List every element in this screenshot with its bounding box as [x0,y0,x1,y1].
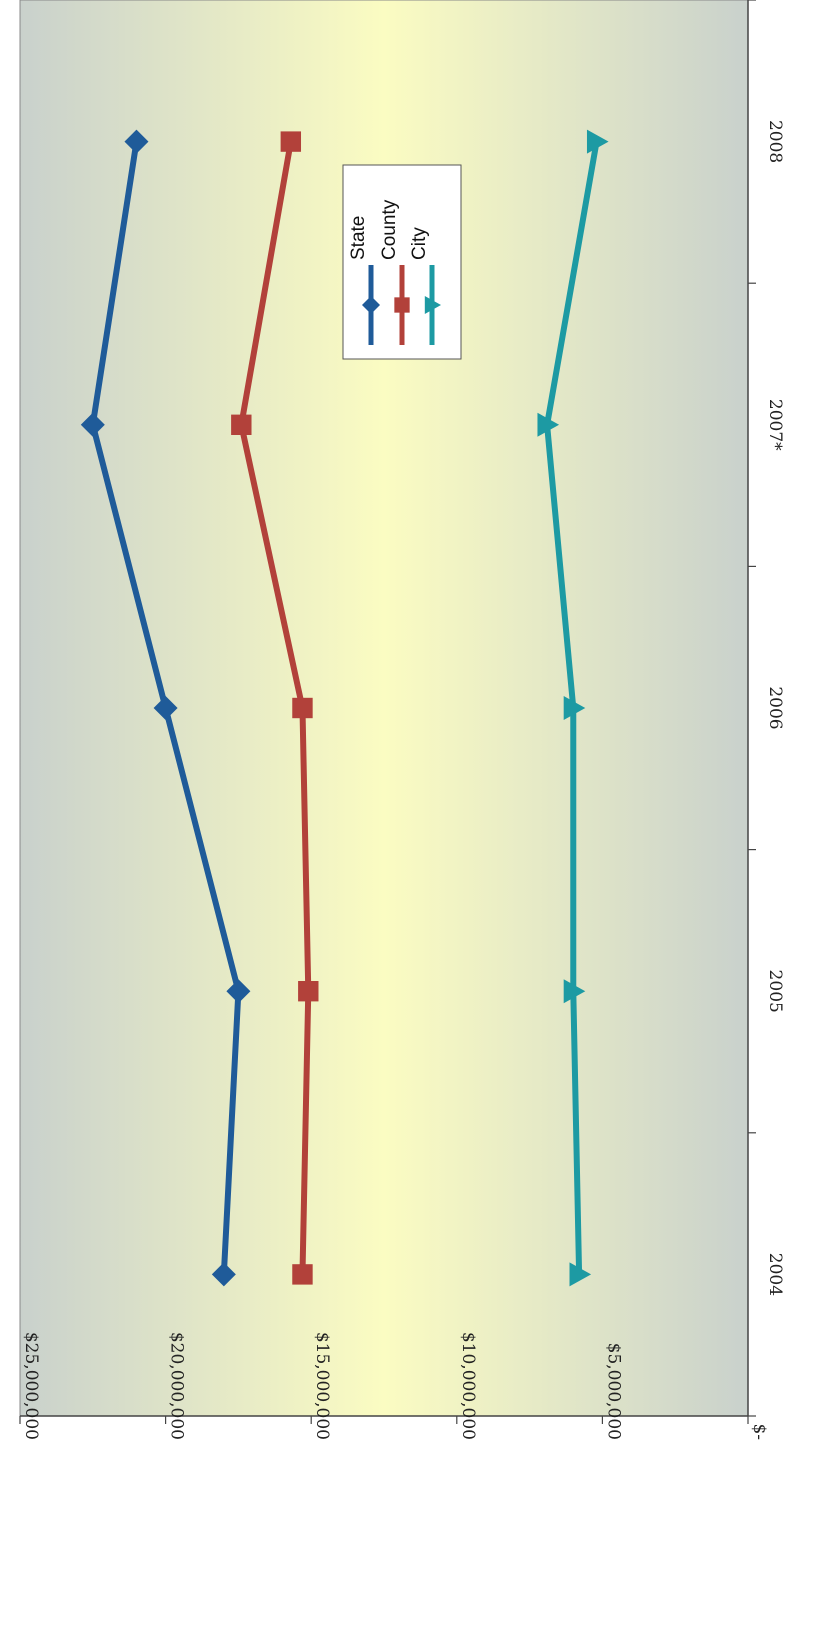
legend-item-county: County [379,199,410,345]
legend: State County City [342,164,462,360]
legend-swatch-marker [424,296,441,314]
point-state-2004 [211,1262,236,1287]
value-tick-label: $10,000,000 [458,1332,478,1440]
point-state-2008 [124,129,149,154]
series-layer [80,129,609,1287]
point-city-2004 [569,1262,592,1287]
value-tick-label: $15,000,000 [312,1332,332,1440]
point-state-2007* [80,412,105,437]
point-county-2005 [298,981,319,1002]
axes [19,0,756,1424]
point-county-2008 [280,131,302,152]
point-state-2006 [153,696,178,720]
point-county-2006 [292,697,313,719]
legend-label: State [348,216,369,260]
value-tick-label: $20,000,000 [167,1332,187,1440]
series-state [80,129,251,1287]
legend-swatch-marker [362,296,380,314]
series-county [231,131,319,1285]
legend-item-state: State [348,216,380,345]
point-city-2008 [586,129,609,154]
legend-swatch-marker [394,297,410,313]
point-city-2005 [563,979,586,1004]
series-city [537,129,609,1287]
category-tick-label: 2008 [765,120,785,163]
category-tick-label: 2007* [765,399,785,451]
point-state-2005 [226,979,251,1004]
legend-label: City [409,227,430,260]
category-tick-label: 2004 [765,1253,785,1296]
category-tick-label: 2005 [765,970,785,1013]
legend-item-city: City [409,227,441,345]
value-tick-label: $5,000,000 [603,1343,623,1440]
value-tick-label: $25,000,000 [21,1332,41,1440]
legend-label: County [379,199,400,260]
point-county-2007* [231,414,252,435]
point-city-2007* [537,412,560,437]
value-tick-label: $- [749,1423,769,1440]
tick-labels: $- $5,000,000 $10,000,000 $15,000,000 $20,00… [21,120,785,1440]
category-tick-label: 2006 [765,686,785,729]
point-city-2006 [563,696,586,720]
point-county-2004 [292,1264,313,1285]
